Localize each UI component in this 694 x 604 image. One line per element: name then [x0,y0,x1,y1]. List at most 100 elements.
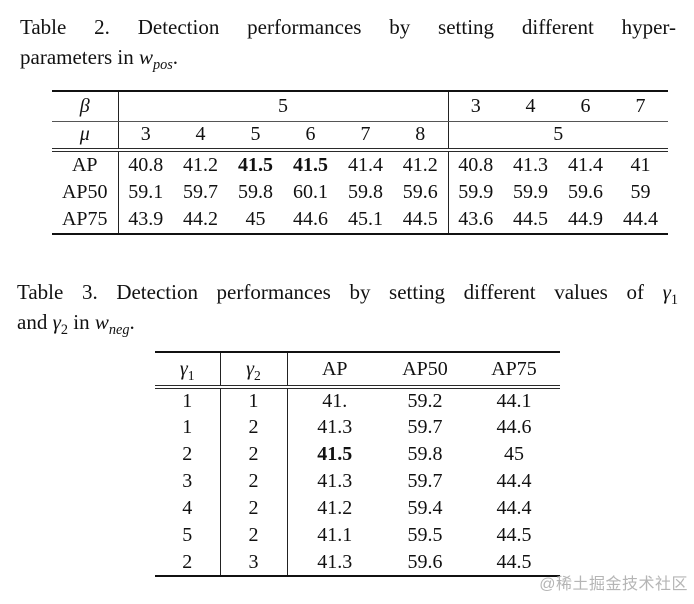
caption-text: . [172,45,179,69]
table-cell: 44.5 [513,208,549,230]
table-cell: 59.9 [458,180,494,203]
math-var-w: w [94,310,109,334]
table2: β 5 3 4 6 7 μ 3 4 5 6 7 8 5 AP 40.8 41.2… [52,90,669,235]
table3-caption: Table 3. Detection performances by setti… [17,277,678,337]
table-cell: 3 [220,549,288,576]
table2-mu-row: μ 3 4 5 6 7 8 5 [52,121,669,152]
table-row: 3 2 41.3 59.7 44.4 [155,468,560,495]
table-row: 1 2 41.3 59.7 44.6 [155,414,560,441]
table-cell: 59.1 [128,180,164,203]
table-cell: 41.1 [317,524,353,546]
table2-caption-line1: Table 2. Detection performances by setti… [20,12,676,42]
table-cell: 2 [220,468,288,495]
table-cell: 59.8 [407,443,443,465]
table2-caption-line2: parameters in wpos. [20,42,676,72]
table-cell: 44.6 [496,416,532,438]
math-sub-2: 2 [254,367,261,383]
table-cell: 41.3 [317,470,353,492]
table-cell: 43.9 [128,208,164,230]
table-cell: 5 [155,522,221,549]
column-header-gamma2: γ2 [220,352,288,389]
table-cell: 41.3 [317,550,353,573]
table-cell: 44.9 [568,208,604,230]
table-cell: 7 [338,121,393,152]
table-cell: 59.9 [513,180,549,203]
table-cell: 41.4 [568,153,604,176]
table-cell: 60.1 [293,180,328,203]
table-cell: 44.4 [623,208,659,230]
column-header-ap75: AP75 [468,352,560,389]
table3-header-row: γ 1 γ2 AP AP50 AP75 [155,352,560,389]
column-header-ap: AP [287,352,382,389]
table-cell: 1 [220,387,288,414]
column-header-ap50: AP50 [382,352,468,389]
table-cell: 44.5 [496,524,532,546]
table-cell: 44.6 [293,208,328,230]
caption-text: and [17,310,53,334]
row-label: AP [52,150,119,178]
math-var-gamma2: γ [52,310,61,334]
math-sub-1: 1 [187,367,195,383]
table-cell: 40.8 [128,153,164,176]
table-cell: 40.8 [458,153,494,176]
table-cell: 5 [118,91,449,122]
math-sub-1: 1 [670,292,678,309]
table-cell: 59.6 [407,550,443,573]
table-cell: 8 [393,121,449,152]
table-cell: 43.6 [458,208,494,230]
table-cell: 59.4 [407,497,443,519]
caption-text: in [68,310,95,334]
math-var-gamma: γ [246,357,255,380]
table2-row-ap75: AP75 43.9 44.2 45 44.6 45.1 44.5 43.6 44… [52,206,668,234]
row-label-mu: μ [52,121,119,152]
table-cell: 59.7 [407,416,443,438]
table-row: 1 1 41. 59.2 44.1 [155,387,560,414]
table-cell: 59.7 [407,470,443,492]
table-cell: 41.2 [393,150,449,178]
table-cell: 3 [118,121,173,152]
caption-text: . [129,310,135,334]
math-var-gamma1: γ [662,280,671,304]
watermark: @稀土掘金技术社区 [539,576,688,593]
caption-text: Table 3. Detection performances by setti… [17,280,663,304]
table-cell: 59.7 [183,180,218,203]
table3: γ 1 γ2 AP AP50 AP75 1 1 41. 59.2 44.1 1 2… [155,351,560,577]
table-cell: 7 [613,91,669,122]
table2-caption: Table 2. Detection performances by setti… [20,12,676,72]
table-row: 4 2 41.2 59.4 44.4 [155,495,560,522]
table-cell: 45.1 [348,208,383,230]
caption-text: parameters in [20,45,139,69]
table-cell: 41.2 [317,497,353,519]
table-cell: 41.5 [238,153,273,176]
table2-row-ap: AP 40.8 41.2 41.5 41.5 41.4 41.2 40.8 41… [52,150,668,178]
table-cell: 1 [155,387,221,414]
math-sub-neg: neg [108,322,130,339]
table-cell: 41.3 [513,153,549,176]
table-cell: 41.4 [348,153,383,176]
table-row: 2 3 41.3 59.6 44.5 [155,549,560,576]
table2-row-ap50: AP50 59.1 59.7 59.8 60.1 59.8 59.6 59.9 … [52,178,668,206]
table-cell: 44.4 [496,497,532,519]
table-cell: 45 [245,208,266,230]
table-cell: 3 [155,468,221,495]
table-cell: 59.5 [407,524,443,546]
table-cell: 6 [283,121,338,152]
table-cell: 41.5 [317,443,353,465]
table-cell: 41.3 [317,416,353,438]
table-cell: 59.8 [348,180,383,203]
table-cell: 5 [448,121,669,152]
table-cell: 2 [155,549,221,576]
table-cell: 44.5 [393,206,449,234]
table-row: 5 2 41.1 59.5 44.5 [155,522,560,549]
math-var-w: w [138,45,153,69]
table-cell: 3 [448,91,504,122]
table-cell: 2 [220,441,288,468]
table-cell: 44.4 [496,470,532,492]
table-cell: 5 [228,121,283,152]
row-label-beta: β [52,91,119,122]
table-cell: 59.6 [393,178,449,206]
table3-caption-line2: and γ2 in wneg. [17,307,678,337]
table-cell: 4 [173,121,228,152]
table2-beta-row: β 5 3 4 6 7 [52,91,669,122]
